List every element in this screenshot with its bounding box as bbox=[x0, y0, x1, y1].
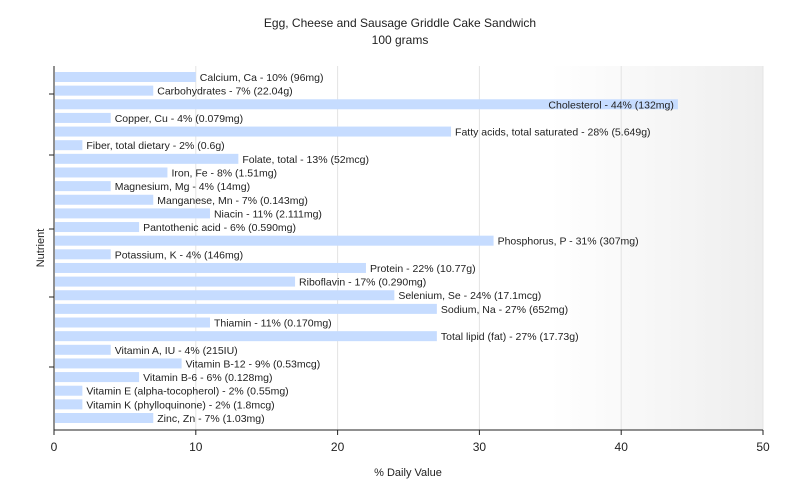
x-tick-label: 0 bbox=[51, 440, 58, 454]
bar-label: Thiamin - 11% (0.170mg) bbox=[214, 318, 332, 330]
bar bbox=[55, 303, 437, 314]
bar bbox=[55, 181, 111, 192]
bars-group bbox=[55, 72, 678, 423]
bar bbox=[55, 399, 83, 410]
bar-label: Iron, Fe - 8% (1.51mg) bbox=[171, 167, 277, 179]
bar bbox=[55, 276, 296, 287]
bar-label: Total lipid (fat) - 27% (17.73g) bbox=[441, 331, 579, 343]
bar-label: Vitamin E (alpha-tocopherol) - 2% (0.55m… bbox=[86, 386, 288, 398]
bar bbox=[55, 235, 494, 246]
bar-label: Magnesium, Mg - 4% (14mg) bbox=[115, 181, 250, 193]
bar bbox=[55, 99, 678, 110]
bar-label: Selenium, Se - 24% (17.1mcg) bbox=[398, 290, 541, 302]
bar-label: Potassium, K - 4% (146mg) bbox=[115, 249, 243, 261]
bar bbox=[55, 85, 154, 96]
bar bbox=[55, 126, 452, 137]
bar bbox=[55, 72, 196, 82]
bar bbox=[55, 140, 83, 151]
chart-subtitle: 100 grams bbox=[372, 33, 429, 47]
bar bbox=[55, 249, 111, 260]
bar bbox=[55, 413, 154, 423]
bar-label: Riboflavin - 17% (0.290mg) bbox=[299, 277, 426, 289]
x-tick-label: 50 bbox=[756, 440, 770, 454]
x-tick-label: 40 bbox=[615, 440, 629, 454]
bar-label: Pantothenic acid - 6% (0.590mg) bbox=[143, 222, 296, 234]
bar-labels-group: Calcium, Ca - 10% (96mg) Carbohydrates - … bbox=[86, 72, 674, 425]
bar bbox=[55, 153, 239, 164]
chart-title: Egg, Cheese and Sausage Griddle Cake San… bbox=[264, 16, 536, 30]
bar bbox=[55, 372, 140, 383]
bar-label: Zinc, Zn - 7% (1.03mg) bbox=[157, 413, 264, 425]
bar bbox=[55, 262, 366, 273]
bar bbox=[55, 358, 182, 369]
bar-label: Calcium, Ca - 10% (96mg) bbox=[200, 72, 324, 84]
bar-label: Copper, Cu - 4% (0.079mg) bbox=[115, 113, 243, 125]
bar-label: Vitamin K (phylloquinone) - 2% (1.8mcg) bbox=[86, 399, 274, 411]
bar-label: Phosphorus, P - 31% (307mg) bbox=[498, 236, 639, 248]
bar bbox=[55, 194, 154, 205]
x-axis-ticks: 0 10 20 30 40 50 bbox=[51, 430, 770, 454]
x-tick-label: 30 bbox=[473, 440, 487, 454]
bar-label: Carbohydrates - 7% (22.04g) bbox=[157, 86, 292, 98]
bar bbox=[55, 208, 210, 219]
bar bbox=[55, 344, 111, 355]
bar bbox=[55, 222, 140, 233]
bar-label: Niacin - 11% (2.111mg) bbox=[214, 208, 322, 220]
bar bbox=[55, 167, 168, 178]
bar bbox=[55, 112, 111, 123]
bar-label: Fatty acids, total saturated - 28% (5.64… bbox=[455, 127, 651, 139]
bar-label: Vitamin B-12 - 9% (0.53mcg) bbox=[186, 358, 321, 370]
y-axis-label: Nutrient bbox=[35, 229, 47, 268]
bar-label: Manganese, Mn - 7% (0.143mg) bbox=[157, 195, 308, 207]
bar bbox=[55, 331, 437, 342]
bar bbox=[55, 385, 83, 396]
x-axis-label: % Daily Value bbox=[374, 467, 442, 479]
bar-label: Folate, total - 13% (52mcg) bbox=[242, 154, 369, 166]
bar-label: Vitamin B-6 - 6% (0.128mg) bbox=[143, 372, 272, 384]
bar-label: Cholesterol - 44% (132mg) bbox=[548, 99, 673, 111]
x-tick-label: 20 bbox=[331, 440, 345, 454]
x-tick-label: 10 bbox=[189, 440, 203, 454]
bar-label: Protein - 22% (10.77g) bbox=[370, 263, 476, 275]
bar bbox=[55, 290, 395, 301]
bar bbox=[55, 317, 210, 328]
bar-label: Fiber, total dietary - 2% (0.6g) bbox=[86, 140, 224, 152]
bar-label: Sodium, Na - 27% (652mg) bbox=[441, 304, 568, 316]
bar-label: Vitamin A, IU - 4% (215IU) bbox=[115, 345, 238, 357]
